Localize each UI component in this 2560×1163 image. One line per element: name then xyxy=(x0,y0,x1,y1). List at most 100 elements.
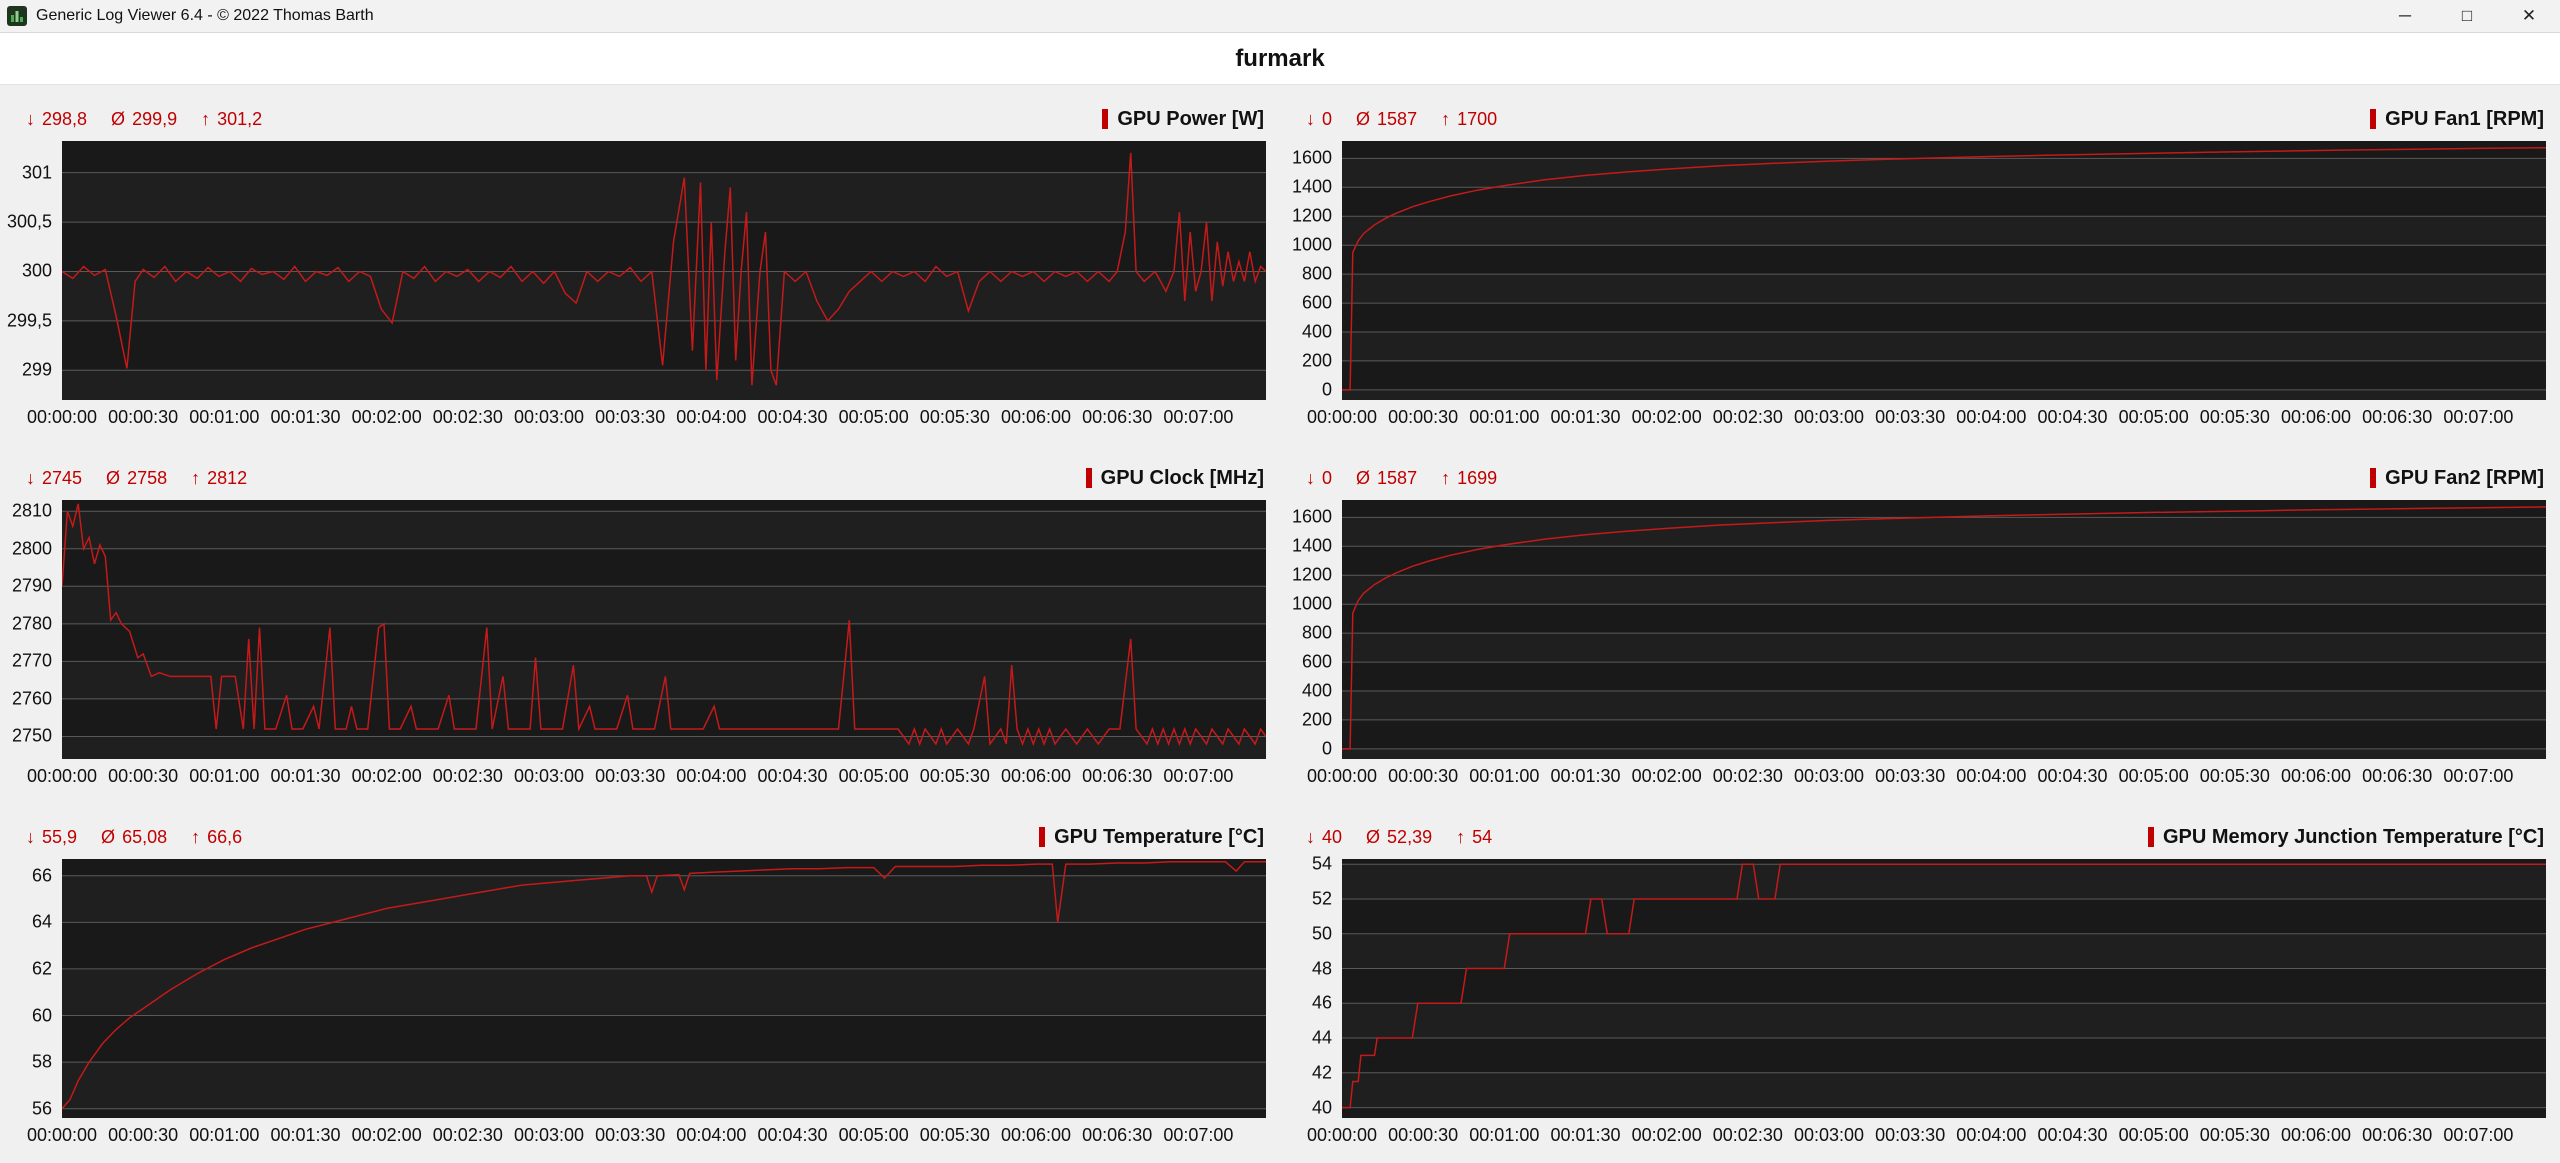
chart-header: ↓ 0 Ø 1587 ↑ 1699 GPU Fan2 [RPM] xyxy=(1280,444,2546,500)
y-axis-tick-label: 2780 xyxy=(11,613,52,634)
x-axis-tick-label: 00:05:30 xyxy=(919,1125,990,1145)
x-axis-tick-label: 00:04:30 xyxy=(757,1125,828,1145)
y-axis-tick-label: 56 xyxy=(31,1098,52,1119)
chart-title: GPU Temperature [°C] xyxy=(1039,826,1264,849)
chart-stats: ↓ 0 Ø 1587 ↑ 1699 xyxy=(1306,468,1497,489)
x-axis-tick-label: 00:01:00 xyxy=(1469,407,1540,427)
chart-title: GPU Fan1 [RPM] xyxy=(2370,108,2544,131)
x-axis-tick-label: 00:01:00 xyxy=(1469,1125,1540,1145)
plot-area: 299 299,5 300 300,5 301 xyxy=(0,141,1266,400)
y-axis-tick-label: 1200 xyxy=(1291,205,1332,226)
y-axis-tick-label: 600 xyxy=(1301,292,1332,313)
stat-min: ↓ 0 xyxy=(1306,108,1333,129)
x-axis-tick-label: 00:06:00 xyxy=(1000,766,1072,786)
avg-symbol-icon: Ø xyxy=(101,826,116,847)
x-axis-tick-label: 00:03:30 xyxy=(1875,407,1946,427)
x-axis-tick-label: 00:01:30 xyxy=(1550,1125,1621,1145)
close-button[interactable]: ✕ xyxy=(2521,6,2537,25)
x-axis: 00:00:00 00:00:30 00:01:00 00:01:30 00:02:00… xyxy=(27,1118,1266,1162)
stat-min: ↓ 2745 xyxy=(26,467,83,488)
x-axis-tick-label: 00:03:00 xyxy=(1793,1125,1865,1145)
y-axis-tick-label: 200 xyxy=(1301,709,1332,730)
x-axis-tick-label: 00:00:30 xyxy=(108,407,179,427)
window-controls: ─ □ ✕ xyxy=(2374,0,2560,32)
x-axis-tick-label: 00:05:00 xyxy=(2118,1125,2189,1145)
maximize-button[interactable]: □ xyxy=(2461,6,2473,25)
x-axis-tick-label: 00:01:30 xyxy=(1550,766,1621,786)
y-axis-tick-label: 44 xyxy=(1311,1027,1332,1048)
x-axis-tick-label: 00:03:00 xyxy=(513,1125,585,1145)
chart-plot xyxy=(1342,859,2546,1118)
x-axis: 00:00:00 00:00:30 00:01:00 00:01:30 00:02:00… xyxy=(27,759,1266,803)
y-axis: 2750 2760 2770 2780 2790 2800 2810 xyxy=(0,500,62,759)
y-axis-tick-label: 46 xyxy=(1311,992,1332,1013)
app-icon xyxy=(7,6,27,26)
y-axis-tick-label: 2810 xyxy=(11,500,52,521)
minimize-button[interactable]: ─ xyxy=(2398,6,2412,25)
x-axis: 00:00:00 00:00:30 00:01:00 00:01:30 00:02:00… xyxy=(27,400,1266,444)
chart-header: ↓ 0 Ø 1587 ↑ 1700 GPU Fan1 [RPM] xyxy=(1280,85,2546,141)
chart-plot xyxy=(1342,141,2546,400)
stat-max: ↑ 1700 xyxy=(1441,108,1498,129)
y-axis-tick-label: 2800 xyxy=(11,538,52,559)
title-marker xyxy=(1085,468,1092,488)
y-axis-tick-label: 400 xyxy=(1301,680,1332,701)
x-axis-tick-label: 00:05:00 xyxy=(2118,766,2189,786)
x-axis-tick-label: 00:04:00 xyxy=(1956,1125,2027,1145)
stat-max: ↑ 1699 xyxy=(1441,467,1498,488)
x-axis-tick-label: 00:02:30 xyxy=(1712,1125,1783,1145)
avg-symbol-icon: Ø xyxy=(111,108,126,129)
y-axis: 56 58 60 62 64 66 xyxy=(0,859,62,1118)
x-axis-tick-label: 00:04:30 xyxy=(2037,407,2108,427)
x-axis-tick-label: 00:03:30 xyxy=(1875,1125,1946,1145)
y-axis-tick-label: 42 xyxy=(1311,1062,1332,1083)
plot-area: 0 200 400 600 800 1000 1200 1400 1600 xyxy=(1280,141,2546,400)
y-axis-tick-label: 301 xyxy=(21,162,52,183)
y-axis: 299 299,5 300 300,5 301 xyxy=(0,141,62,400)
x-axis-tick-label: 00:06:30 xyxy=(1082,1125,1153,1145)
min-arrow-icon: ↓ xyxy=(26,826,35,847)
y-axis-tick-label: 1000 xyxy=(1291,593,1332,614)
x-axis-tick-label: 00:04:00 xyxy=(676,1125,747,1145)
stat-min: ↓ 0 xyxy=(1306,467,1333,488)
x-axis-tick-label: 00:00:00 xyxy=(1306,1125,1378,1145)
x-axis-tick-label: 00:04:00 xyxy=(676,407,747,427)
y-axis-tick-label: 66 xyxy=(31,865,52,886)
y-axis-tick-label: 299,5 xyxy=(6,310,52,331)
y-axis-tick-label: 0 xyxy=(1321,379,1332,400)
avg-symbol-icon: Ø xyxy=(106,467,121,488)
x-axis-tick-label: 00:04:30 xyxy=(2037,1125,2108,1145)
x-axis-tick-label: 00:00:30 xyxy=(1388,766,1459,786)
stat-avg: Ø 1587 xyxy=(1356,467,1418,488)
plot-area: 56 58 60 62 64 66 xyxy=(0,859,1266,1118)
y-axis-tick-label: 1400 xyxy=(1291,176,1332,197)
x-axis-tick-label: 00:06:30 xyxy=(1082,407,1153,427)
x-axis-tick-label: 00:07:00 xyxy=(2443,766,2514,786)
x-axis-tick-label: 00:06:30 xyxy=(2362,407,2433,427)
stat-avg: Ø 299,9 xyxy=(111,108,178,129)
x-axis-tick-label: 00:02:00 xyxy=(351,1125,422,1145)
min-arrow-icon: ↓ xyxy=(26,467,35,488)
x-axis-tick-label: 00:01:00 xyxy=(189,407,260,427)
max-arrow-icon: ↑ xyxy=(1441,467,1451,488)
panel-gpu-fan1: ↓ 0 Ø 1587 ↑ 1700 GPU Fan1 [RPM] 0 200 400 600… xyxy=(1280,85,2560,444)
x-axis-tick-label: 00:01:30 xyxy=(270,407,341,427)
x-axis-tick-label: 00:01:30 xyxy=(270,1125,341,1145)
x-axis-tick-label: 00:02:00 xyxy=(1631,407,1702,427)
x-axis-tick-label: 00:01:30 xyxy=(270,766,341,786)
y-axis-tick-label: 2760 xyxy=(11,688,52,709)
x-axis-tick-label: 00:03:00 xyxy=(513,766,585,786)
x-axis-tick-label: 00:05:30 xyxy=(919,407,990,427)
chart-title: GPU Power [W] xyxy=(1102,108,1264,131)
y-axis-tick-label: 58 xyxy=(31,1051,52,1072)
stat-max: ↑ 301,2 xyxy=(201,108,263,129)
x-axis-tick-label: 00:00:00 xyxy=(26,1125,98,1145)
x-axis-tick-label: 00:06:00 xyxy=(2280,1125,2352,1145)
chart-header: ↓ 55,9 Ø 65,08 ↑ 66,6 GPU Temperature [°C] xyxy=(0,803,1266,859)
chart-plot xyxy=(1342,500,2546,759)
max-arrow-icon: ↑ xyxy=(191,826,201,847)
x-axis-tick-label: 00:03:30 xyxy=(595,1125,666,1145)
min-arrow-icon: ↓ xyxy=(26,108,35,129)
x-axis-tick-label: 00:01:00 xyxy=(189,766,260,786)
window-titlebar[interactable]: Generic Log Viewer 6.4 - © 2022 Thomas B… xyxy=(0,0,2560,33)
